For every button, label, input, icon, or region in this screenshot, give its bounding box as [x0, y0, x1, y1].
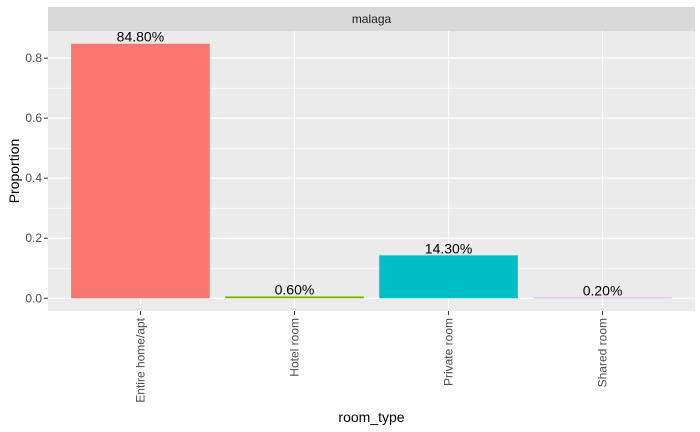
- x-tick-label: Private room: [442, 318, 456, 386]
- data-labels: 84.80% 0.60% 14.30% 0.20%: [117, 29, 623, 299]
- bar-data-label: 0.60%: [275, 281, 315, 297]
- x-tick-label: Hotel room: [287, 318, 301, 377]
- bar: [71, 43, 210, 299]
- bar: [225, 296, 364, 299]
- y-tick-label: 0.4: [25, 171, 42, 185]
- x-axis: Entire home/apt Hotel room Private room Sha…: [133, 311, 610, 403]
- x-tick-label: Entire home/apt: [133, 317, 147, 402]
- bar: [533, 297, 672, 299]
- y-axis-title: Proportion: [6, 139, 22, 204]
- y-tick-label: 0.2: [25, 231, 42, 245]
- y-axis: 0.0 0.2 0.4 0.6 0.8: [25, 51, 48, 305]
- x-tick-label: Shared room: [596, 318, 610, 387]
- y-tick-label: 0.0: [25, 291, 42, 305]
- bars: [71, 43, 672, 299]
- bar-data-label: 84.80%: [117, 29, 164, 45]
- y-tick-label: 0.6: [25, 111, 42, 125]
- facet-strip: [48, 7, 695, 31]
- bar: [379, 255, 518, 299]
- facet-strip-label: malaga: [352, 12, 392, 26]
- bar-data-label: 14.30%: [425, 240, 472, 256]
- y-tick-label: 0.8: [25, 51, 42, 65]
- x-axis-title: room_type: [338, 409, 404, 425]
- bar-data-label: 0.20%: [583, 283, 623, 299]
